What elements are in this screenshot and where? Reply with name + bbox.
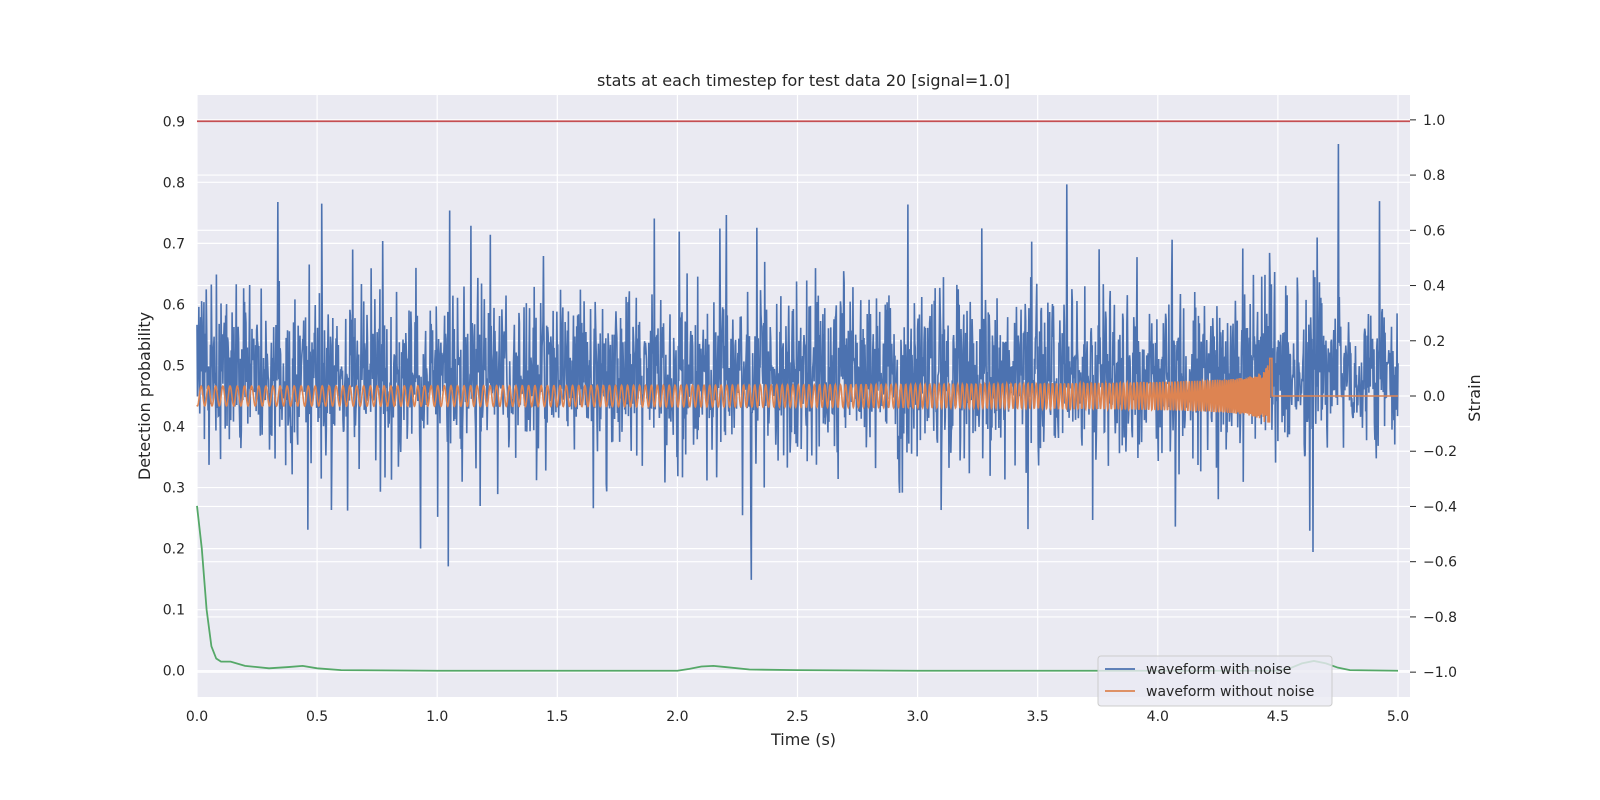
y2-tick-label: −0.2 bbox=[1423, 444, 1457, 460]
y2-tick-label: 0.4 bbox=[1423, 279, 1445, 295]
x-tick-label: 4.0 bbox=[1147, 709, 1169, 725]
x-tick-label: 2.0 bbox=[666, 709, 688, 725]
y2-tick-label: −0.4 bbox=[1423, 499, 1457, 515]
x-tick-label: 2.5 bbox=[786, 709, 808, 725]
x-tick-label: 3.0 bbox=[906, 709, 928, 725]
legend: waveform with noise waveform without noi… bbox=[1097, 655, 1333, 707]
y-tick-label: 0.8 bbox=[163, 175, 185, 191]
x-tick-label: 0.0 bbox=[186, 709, 208, 725]
y-tick-label: 0.3 bbox=[163, 481, 185, 497]
series-waveform-without-noise bbox=[196, 357, 1398, 423]
y-tick-label: 0.5 bbox=[163, 358, 185, 374]
y-tick-label: 0.1 bbox=[163, 603, 185, 619]
y-axis-label: Detection probability bbox=[135, 312, 154, 480]
y-tick-label: 0.6 bbox=[163, 297, 185, 313]
y2-tick-label: 0.6 bbox=[1423, 223, 1445, 239]
y2-tick-label: −0.8 bbox=[1423, 610, 1457, 626]
x-tick-label: 4.5 bbox=[1267, 709, 1289, 725]
y2-tick-label: 0.0 bbox=[1423, 389, 1445, 405]
y-tick-label: 0.7 bbox=[163, 236, 185, 252]
y2-axis-label: Strain bbox=[1465, 374, 1484, 421]
legend-label-noise: waveform with noise bbox=[1146, 662, 1291, 678]
y2-tick-label: 0.8 bbox=[1423, 168, 1445, 184]
y2-tick-label: −1.0 bbox=[1423, 665, 1457, 681]
y2-tick-label: 1.0 bbox=[1423, 113, 1445, 129]
x-tick-label: 5.0 bbox=[1387, 709, 1409, 725]
axis-layer: 0.0 0.5 1.0 1.5 2.0 2.5 3.0 3.5 4.0 4.5 5.0 0.0 0.1 0… bbox=[163, 113, 1457, 725]
x-tick-label: 3.5 bbox=[1027, 709, 1049, 725]
y-tick-label: 0.2 bbox=[163, 542, 185, 558]
x-tick-label: 0.5 bbox=[306, 709, 328, 725]
y2-tick-label: −0.6 bbox=[1423, 555, 1457, 571]
series-waveform-with-noise bbox=[196, 143, 1399, 580]
y-tick-label: 0.9 bbox=[163, 114, 185, 130]
x-tick-label: 1.0 bbox=[426, 709, 448, 725]
legend-label-clean: waveform without noise bbox=[1146, 684, 1314, 700]
x-axis-label: Time (s) bbox=[770, 730, 836, 749]
y-tick-label: 0.0 bbox=[163, 664, 185, 680]
chart-title: stats at each timestep for test data 20 … bbox=[597, 71, 1010, 90]
legend-box bbox=[1097, 655, 1333, 707]
y-tick-label: 0.4 bbox=[163, 420, 185, 436]
x-tick-label: 1.5 bbox=[546, 709, 568, 725]
y2-tick-label: 0.2 bbox=[1423, 334, 1445, 350]
